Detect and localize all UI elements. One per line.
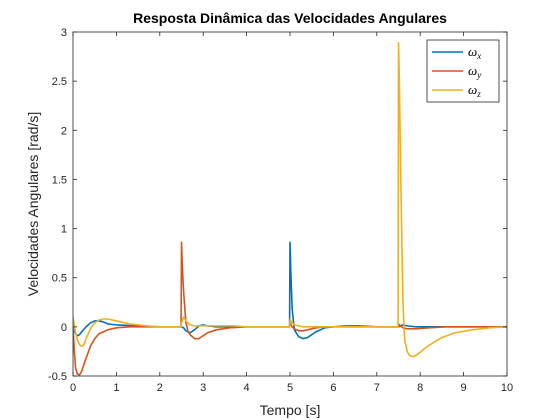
y-tick-label: 0.5: [52, 273, 67, 285]
x-tick-label: 8: [417, 382, 423, 394]
x-tick-label: 2: [157, 382, 163, 394]
x-tick-label: 6: [330, 382, 336, 394]
tick-group: 0 1 2 3 4 5 6 7 8 9 10-0.500.511.522.53: [48, 27, 513, 394]
y-tick-label: 0: [61, 322, 67, 334]
chart-title: Resposta Dinâmica das Velocidades Angula…: [133, 10, 447, 26]
y-tick-label: -0.5: [48, 371, 67, 383]
y-tick-label: 2.5: [52, 76, 67, 88]
series-line-z: [73, 42, 507, 358]
series-group: [73, 42, 507, 376]
y-tick-label: 1: [61, 224, 67, 236]
x-tick-label: 4: [244, 382, 250, 394]
legend-label-z: ωz: [468, 82, 481, 99]
x-axis-label: Tempo [s]: [260, 402, 321, 418]
x-tick-label: 7: [374, 382, 380, 394]
y-tick-label: 2: [61, 125, 67, 137]
x-tick-label: 1: [113, 382, 119, 394]
y-tick-label: 1.5: [52, 174, 67, 186]
y-tick-label: 3: [61, 27, 67, 39]
x-tick-label: 9: [461, 382, 467, 394]
x-tick-label: 0: [70, 382, 76, 394]
x-tick-label: 5: [287, 382, 293, 394]
y-axis-label: Velocidades Angulares [rad/s]: [25, 112, 41, 296]
x-tick-label: 3: [200, 382, 206, 394]
legend-label-y: ωy: [468, 63, 481, 80]
legend: ωx ωy ωz: [426, 39, 500, 103]
legend-label-x: ωx: [468, 44, 481, 61]
x-tick-label: 10: [501, 382, 513, 394]
